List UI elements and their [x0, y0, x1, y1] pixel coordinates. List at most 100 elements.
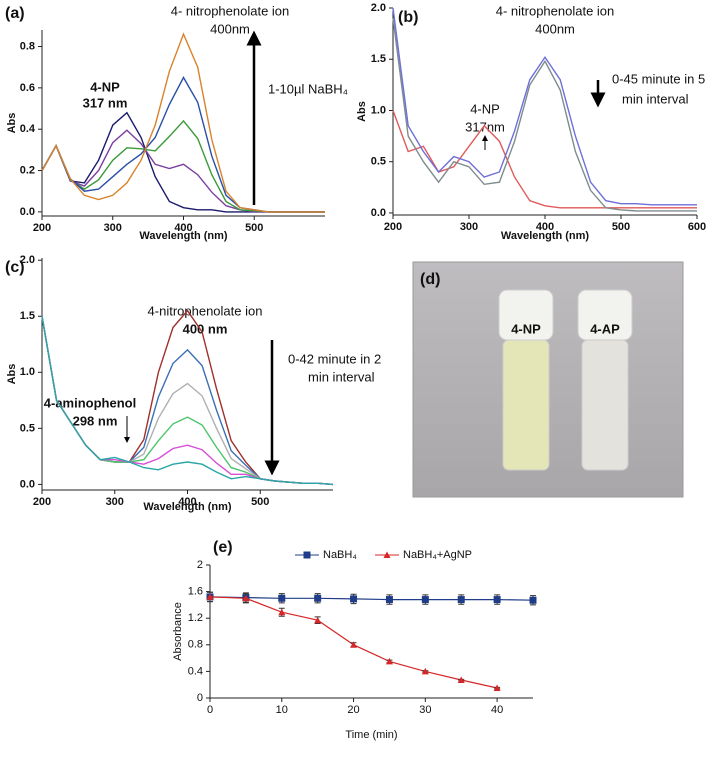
annotation: 400 nm	[183, 321, 228, 336]
x-tick-label: 400	[536, 221, 554, 233]
x-tick-label: 500	[251, 496, 269, 508]
x-tick-label: 10	[276, 704, 288, 716]
marker	[457, 596, 465, 604]
y-tick-label: 1.5	[20, 310, 35, 322]
annotation: 1-10µl NaBH₄	[268, 81, 348, 96]
y-tick-label: 0.2	[20, 164, 35, 176]
series-line	[41, 111, 325, 213]
y-tick-label: 0.6	[20, 82, 35, 94]
series-line	[392, 110, 697, 209]
marker	[493, 684, 501, 692]
legend-marker	[303, 551, 311, 559]
y-tick-label: 0.4	[20, 123, 36, 135]
annotation: 4-aminophenol	[44, 395, 136, 410]
y-tick-label: 0.5	[371, 156, 386, 168]
annotation: 317 nm	[83, 95, 128, 110]
vial-label: 4-AP	[590, 321, 620, 336]
panel-label: (a)	[5, 5, 25, 22]
vial	[502, 339, 550, 471]
annotation: 4-NP	[470, 101, 500, 116]
y-tick-label: 0.4	[188, 665, 203, 677]
marker	[206, 593, 214, 600]
x-tick-label: 20	[347, 704, 359, 716]
marker	[421, 596, 429, 604]
x-tick-label: 30	[419, 704, 431, 716]
x-tick-label: 300	[106, 496, 124, 508]
marker	[314, 616, 322, 624]
x-tick-label: 0	[207, 704, 213, 716]
vial	[581, 339, 629, 471]
series-line	[41, 119, 325, 213]
annotation: 4- nitrophenolate ion	[496, 3, 615, 18]
x-tick-label: 600	[688, 221, 706, 233]
y-tick-label: 0.8	[188, 639, 203, 651]
annotation: min interval	[622, 91, 689, 106]
marker	[242, 594, 250, 602]
x-axis-label: Wavelength (nm)	[139, 230, 228, 242]
annotation: 4-NP	[90, 79, 120, 94]
panel-label: (c)	[5, 259, 25, 276]
annotation: 4- nitrophenolate ion	[171, 3, 290, 18]
series-line	[392, 7, 697, 206]
x-tick-label: 400	[178, 496, 196, 508]
y-tick-label: 1.2	[188, 612, 203, 624]
y-tick-label: 1.6	[188, 586, 203, 598]
marker	[278, 594, 286, 602]
y-tick-label: 0.8	[20, 40, 35, 52]
x-tick-label: 200	[384, 221, 402, 233]
panel-label: (e)	[213, 539, 233, 556]
legend-label: NaBH₄	[323, 549, 357, 561]
x-tick-label: 300	[460, 221, 478, 233]
y-tick-label: 2.0	[371, 2, 386, 14]
x-axis-label: Time (min)	[345, 729, 397, 741]
y-tick-label: 0.5	[20, 422, 35, 434]
x-tick-label: 200	[33, 496, 51, 508]
marker	[457, 676, 465, 684]
x-tick-label: 400	[174, 222, 192, 234]
legend-marker	[383, 551, 391, 558]
series-line	[209, 596, 534, 601]
marker	[421, 667, 429, 675]
x-tick-label: 40	[491, 704, 503, 716]
panel-label: (b)	[398, 9, 418, 26]
y-axis-label: Abs	[356, 101, 368, 122]
annotation: 400nm	[210, 21, 250, 36]
marker	[350, 595, 358, 603]
marker	[529, 596, 537, 604]
annotation: 0-45 minute in 5	[612, 71, 705, 86]
series-line	[41, 32, 325, 213]
marker	[314, 594, 322, 602]
annotation: 400nm	[535, 21, 575, 36]
marker	[385, 596, 393, 604]
y-axis-label: Absorbance	[172, 602, 184, 661]
y-tick-label: 0	[197, 692, 203, 704]
annotation: min interval	[308, 369, 375, 384]
marker	[278, 608, 286, 616]
annotation: 0-42 minute in 2	[288, 351, 381, 366]
series-line	[41, 316, 334, 486]
marker	[350, 641, 358, 648]
panel-label: (d)	[420, 271, 440, 288]
y-tick-label: 0.0	[371, 207, 386, 219]
series-line	[41, 129, 325, 213]
marker	[493, 596, 501, 604]
annotation: 4-nitrophenolate ion	[148, 303, 263, 318]
series-line	[392, 18, 697, 212]
x-axis-label: Wavelength (nm)	[143, 501, 232, 513]
y-tick-label: 1.5	[371, 53, 386, 65]
x-tick-label: 500	[245, 222, 263, 234]
x-tick-label: 300	[104, 222, 122, 234]
legend-label: NaBH₄+AgNP	[403, 549, 472, 561]
y-tick-label: 0.0	[20, 206, 35, 218]
annotation: 298 nm	[73, 413, 118, 428]
y-tick-label: 0.0	[20, 478, 35, 490]
y-tick-label: 2.0	[20, 254, 35, 266]
x-tick-label: 200	[33, 222, 51, 234]
y-tick-label: 2	[197, 559, 203, 571]
marker	[385, 657, 393, 665]
x-axis-label: Wavelength (nm)	[501, 230, 590, 242]
vial-label: 4-NP	[511, 321, 541, 336]
x-tick-label: 500	[612, 221, 630, 233]
y-axis-label: Abs	[6, 364, 18, 385]
